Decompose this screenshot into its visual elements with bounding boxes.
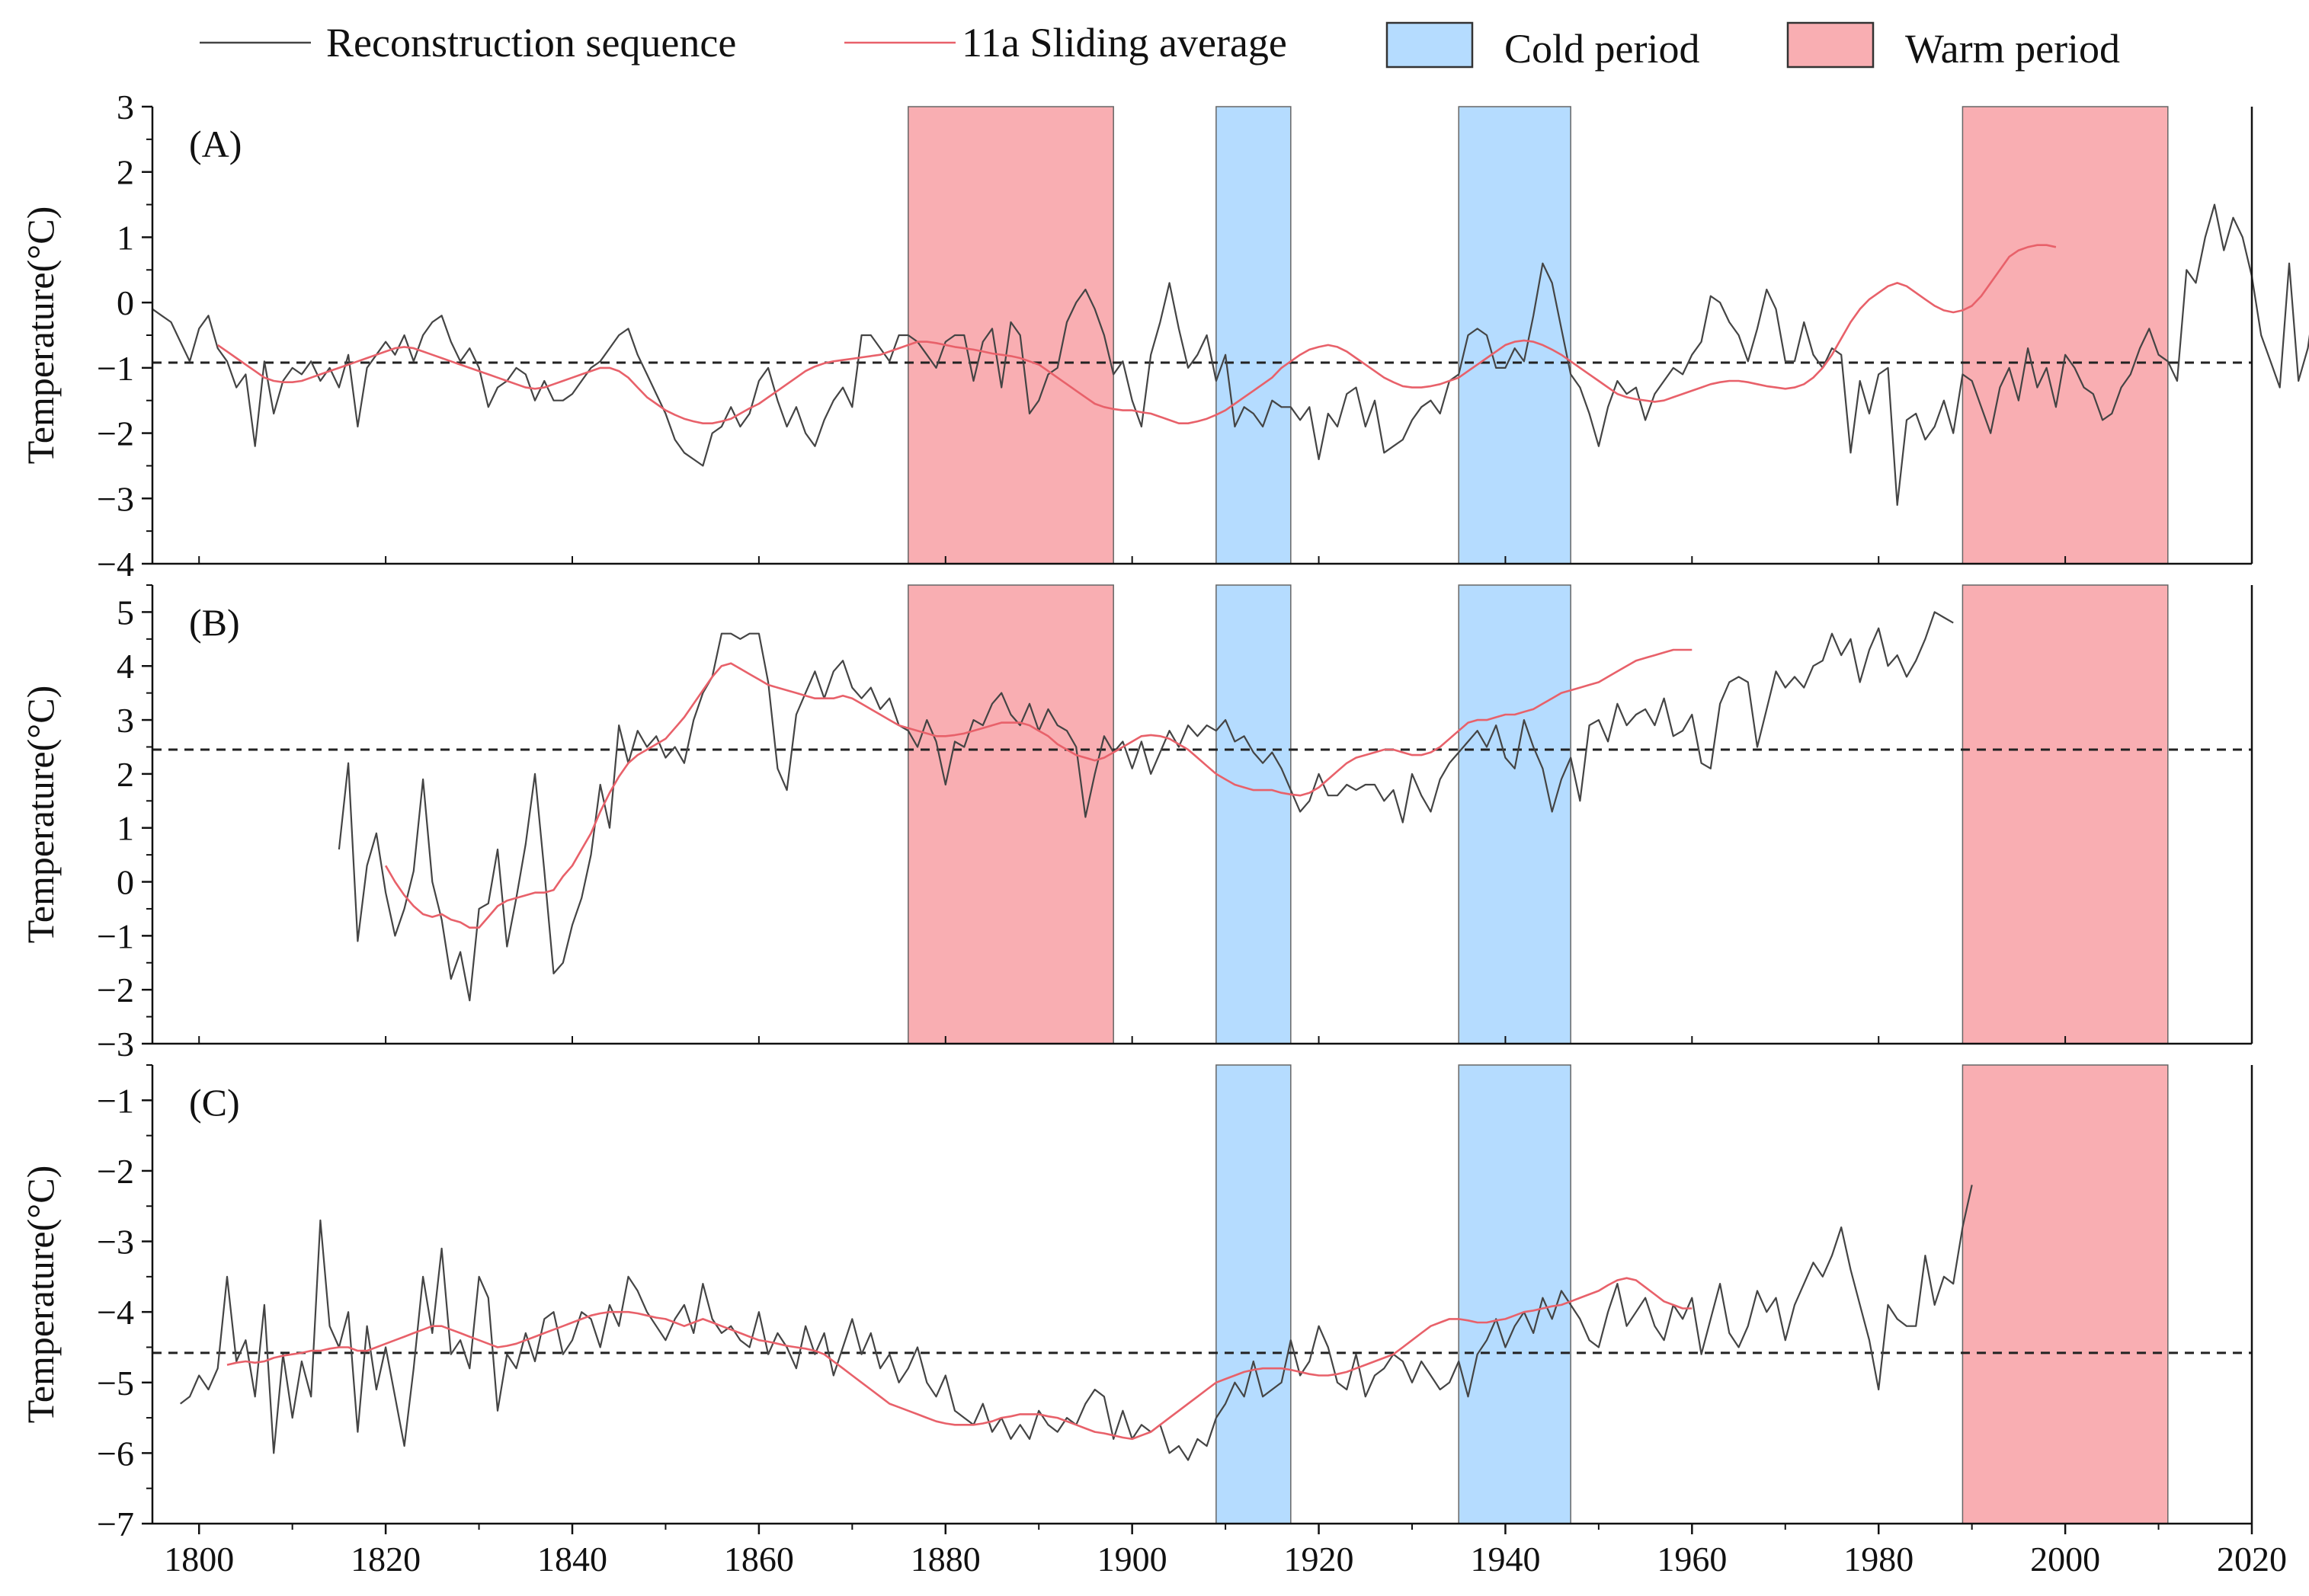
panel-b-warm-period-1 (908, 584, 1114, 1044)
panel-c-y-tick-label: −6 (97, 1434, 134, 1473)
legend-label-warm-period: Warm period (1905, 26, 2120, 72)
panel-c-y-tick-label: −4 (97, 1293, 134, 1332)
panel-a-warm-period-1 (908, 106, 1114, 565)
panel-b-y-tick-label: 3 (117, 701, 134, 740)
panel-a-cold-period-1 (1215, 106, 1292, 565)
panel-a-reconstruction-line (152, 203, 2309, 507)
x-tick-label: 1960 (1657, 1540, 1727, 1578)
panel-b-y-tick-label: −2 (97, 971, 134, 1009)
panel-c-label: (C) (189, 1081, 240, 1124)
x-tick-label: 1820 (351, 1540, 421, 1578)
panel-b-warm-period-2 (1962, 584, 2169, 1044)
x-tick-label: 1860 (724, 1540, 794, 1578)
panel-a-label: (A) (189, 123, 242, 165)
panel-c-y-tick-label: −2 (97, 1152, 134, 1191)
panel-b-label: (B) (189, 601, 240, 644)
panel-c: −7 −6 −5 −4 −3 −2 −1 Temperature(°C) (C) (19, 1064, 2253, 1543)
panel-a-warm-period-2 (1962, 106, 2169, 565)
panel-b-y-tick-label: 1 (117, 809, 134, 848)
x-tick-label: 1920 (1284, 1540, 1354, 1578)
panel-b-cold-period-1 (1215, 584, 1292, 1044)
panel-b-y-tick-label: 5 (117, 593, 134, 632)
x-tick-label: 1900 (1097, 1540, 1167, 1578)
panel-c-reconstruction-line (180, 1185, 1973, 1461)
x-tick-label: 1880 (911, 1540, 981, 1578)
panel-b-y-tick-label: 0 (117, 863, 134, 902)
panel-a-y-tick-label: 1 (117, 218, 134, 257)
x-axis: 1800 1820 1840 1860 1880 1900 1920 1940 1960 1980… (164, 556, 2287, 1578)
panel-b-y-tick-label: −1 (97, 916, 134, 955)
x-tick-label: 2000 (2030, 1540, 2100, 1578)
panel-a: −4 −3 −2 −1 0 1 2 3 Temperature(°C) (A) (19, 88, 2309, 584)
panel-a-cold-period-2 (1458, 106, 1571, 565)
panel-a-y-tick-label: 3 (117, 88, 134, 126)
panel-a-y-tick-label: 0 (117, 283, 134, 322)
panel-c-y-tick-label: −7 (97, 1505, 134, 1543)
panel-c-cold-period-1 (1215, 1064, 1292, 1524)
panel-a-y-tick-label: −2 (97, 414, 134, 453)
panel-a-y-tick-label: −3 (97, 479, 134, 518)
panel-c-y-tick-label: −3 (97, 1223, 134, 1262)
panel-b: −3 −2 −1 0 1 2 3 4 5 Temperature(°C) (B) (19, 584, 2253, 1063)
panel-c-y-tick-label: −5 (97, 1364, 134, 1402)
x-tick-label: 1980 (1843, 1540, 1913, 1578)
panel-a-y-axis-title: Temperature(°C) (19, 206, 62, 465)
panel-a-sliding-average-line (216, 244, 2057, 425)
panel-c-sliding-average-line (226, 1277, 1693, 1441)
panel-b-sliding-average-line (384, 648, 1693, 929)
panel-b-y-tick-label: −3 (97, 1025, 134, 1063)
x-tick-label: 1840 (537, 1540, 607, 1578)
panel-a-y-tick-label: 2 (117, 153, 134, 192)
x-tick-label: 1940 (1470, 1540, 1540, 1578)
panel-c-cold-period-2 (1458, 1064, 1571, 1524)
panel-b-reconstruction-line (338, 611, 1954, 1002)
legend-label-cold-period: Cold period (1504, 26, 1699, 72)
panel-b-y-axis-title: Temperature(°C) (19, 686, 62, 944)
legend-swatch-warm-period (1786, 21, 1875, 69)
legend-label-sliding-average: 11a Sliding average (962, 20, 1287, 66)
panel-b-y-tick-label: 2 (117, 755, 134, 794)
legend: Reconstruction sequence 11a Sliding aver… (200, 20, 2120, 72)
panel-b-cold-period-2 (1458, 584, 1571, 1044)
panel-c-y-axis-title: Temperature(°C) (19, 1166, 62, 1424)
panel-c-y-tick-label: −1 (97, 1081, 134, 1120)
x-tick-label: 1800 (164, 1540, 234, 1578)
panels: −4 −3 −2 −1 0 1 2 3 Temperature(°C) (A) −3 −2 −1 0 1 2 3… (19, 88, 2309, 1543)
legend-swatch-cold-period (1385, 21, 1474, 69)
panel-a-y-tick-label: −1 (97, 349, 134, 388)
legend-label-reconstruction: Reconstruction sequence (326, 20, 736, 66)
panel-c-warm-period-1 (1962, 1064, 2169, 1524)
panel-b-y-tick-label: 4 (117, 647, 134, 686)
x-tick-label: 2020 (2217, 1540, 2287, 1578)
panel-a-y-tick-label: −4 (97, 545, 134, 584)
